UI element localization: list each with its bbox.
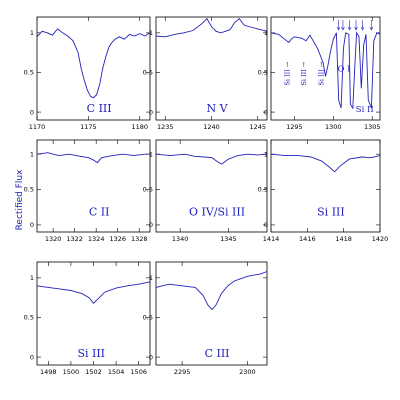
spectrum-line: [155, 17, 268, 38]
panel-label: C III: [205, 347, 230, 360]
y-tick-label: 1: [149, 29, 153, 37]
spectrum-line: [36, 281, 151, 304]
x-tick-label: 1324: [88, 235, 105, 243]
y-tick-label: 0.5: [258, 186, 268, 194]
x-tick-label: 1300: [325, 123, 342, 131]
x-tick-label: 1506: [130, 368, 147, 376]
y-tick-label: 1: [149, 150, 153, 158]
x-tick-label: 1420: [372, 235, 389, 243]
x-tick-label: 1414: [263, 235, 280, 243]
panel-label: C III: [87, 102, 112, 115]
y-tick-label: 0: [149, 108, 153, 116]
y-tick-label: 1: [30, 150, 34, 158]
line-marker-arrow: [360, 26, 365, 31]
spectrum-line: [270, 31, 381, 110]
x-tick-label: 1498: [40, 368, 57, 376]
x-tick-label: 1502: [85, 368, 102, 376]
y-tick-label: 0.5: [143, 186, 153, 194]
spectrum-line: [155, 271, 268, 311]
x-tick-label: 1305: [364, 123, 381, 131]
panel-frame: [155, 261, 268, 366]
x-tick-label: 1320: [45, 235, 62, 243]
x-tick-label: 1416: [299, 235, 316, 243]
y-tick-label: 0: [30, 221, 34, 229]
line-id-annotation: Si III →: [317, 61, 325, 85]
panel-frame: [36, 16, 151, 121]
spectrum-line: [36, 152, 150, 164]
x-tick-label: 1175: [80, 123, 97, 131]
y-tick-label: 1: [149, 274, 153, 282]
x-tick-label: 1500: [63, 368, 80, 376]
x-tick-label: 1340: [172, 235, 189, 243]
x-tick-label: 1328: [131, 235, 148, 243]
spectrum-line: [155, 153, 268, 165]
y-tick-label: 0: [149, 353, 153, 361]
line-id-annotation: Si II: [356, 105, 374, 115]
y-tick-label: 0.5: [143, 314, 153, 322]
line-marker-arrow: [347, 26, 352, 31]
panel-label: Si III: [317, 205, 345, 218]
x-tick-label: 1418: [335, 235, 352, 243]
panel-frame: [270, 139, 381, 233]
y-tick-label: 0.5: [24, 314, 34, 322]
panel-label: Si III: [77, 347, 105, 360]
panel-label: O IV/Si III: [189, 205, 245, 218]
spectrum-panel: 2295 2300 0 0.5 1 C III: [143, 261, 268, 376]
panel-frame: [36, 139, 151, 233]
x-tick-label: 1180: [131, 123, 148, 131]
x-tick-label: 1235: [157, 123, 174, 131]
line-id-annotation: Si III →: [284, 61, 292, 85]
y-tick-label: 0: [30, 108, 34, 116]
spectrum-panel: 1414 1416 1418 1420 0 0.5 1 Si III: [258, 139, 389, 243]
x-tick-label: 1295: [286, 123, 303, 131]
spectrum-line: [36, 28, 151, 99]
x-tick-label: 2295: [174, 368, 191, 376]
y-tick-label: 0: [264, 221, 268, 229]
y-tick-label: 1: [30, 274, 34, 282]
x-tick-label: 2300: [239, 368, 256, 376]
x-tick-label: 1504: [108, 368, 125, 376]
spectrum-panel: 1295 1300 1305 0 0.5 1 Si III → Si III → Si III …: [258, 16, 381, 131]
y-tick-label: 0.5: [143, 69, 153, 77]
y-tick-label: 1: [264, 150, 268, 158]
panel-frame: [270, 16, 381, 121]
line-marker-arrow: [369, 26, 374, 31]
x-tick-label: 1326: [109, 235, 126, 243]
y-tick-label: 1: [264, 29, 268, 37]
panel-frame: [155, 139, 268, 233]
spectrum-line: [270, 153, 381, 173]
panel-label: C II: [89, 205, 110, 218]
spectrum-panel: 1235 1240 1245 0 0.5 1 N V: [143, 16, 268, 131]
x-tick-label: 1170: [29, 123, 46, 131]
line-id-annotation: Si III →: [300, 61, 308, 85]
y-tick-label: 0: [149, 221, 153, 229]
line-marker-arrow: [341, 26, 345, 31]
y-tick-label: 0.5: [24, 69, 34, 77]
line-marker-arrow: [354, 26, 358, 31]
x-tick-label: 1245: [249, 123, 266, 131]
line-marker-arrow: [336, 26, 341, 31]
panel-label: N V: [207, 102, 229, 115]
y-tick-label: 0: [264, 108, 268, 116]
y-tick-label: 0.5: [24, 186, 34, 194]
x-tick-label: 1345: [220, 235, 237, 243]
y-tick-label: 1: [30, 29, 34, 37]
y-axis-label: Rectified Flux: [15, 169, 25, 231]
y-tick-label: 0.5: [258, 69, 268, 77]
x-tick-label: 1322: [66, 235, 83, 243]
spectrum-panel: 1340 1345 0 0.5 1 O IV/Si III: [143, 139, 268, 243]
line-id-annotation: O I: [338, 65, 351, 75]
x-tick-label: 1240: [203, 123, 220, 131]
y-tick-label: 0: [30, 353, 34, 361]
